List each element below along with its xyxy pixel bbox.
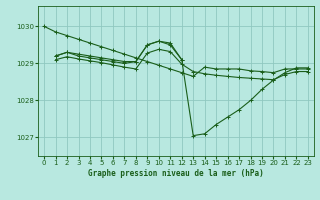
X-axis label: Graphe pression niveau de la mer (hPa): Graphe pression niveau de la mer (hPa) — [88, 169, 264, 178]
